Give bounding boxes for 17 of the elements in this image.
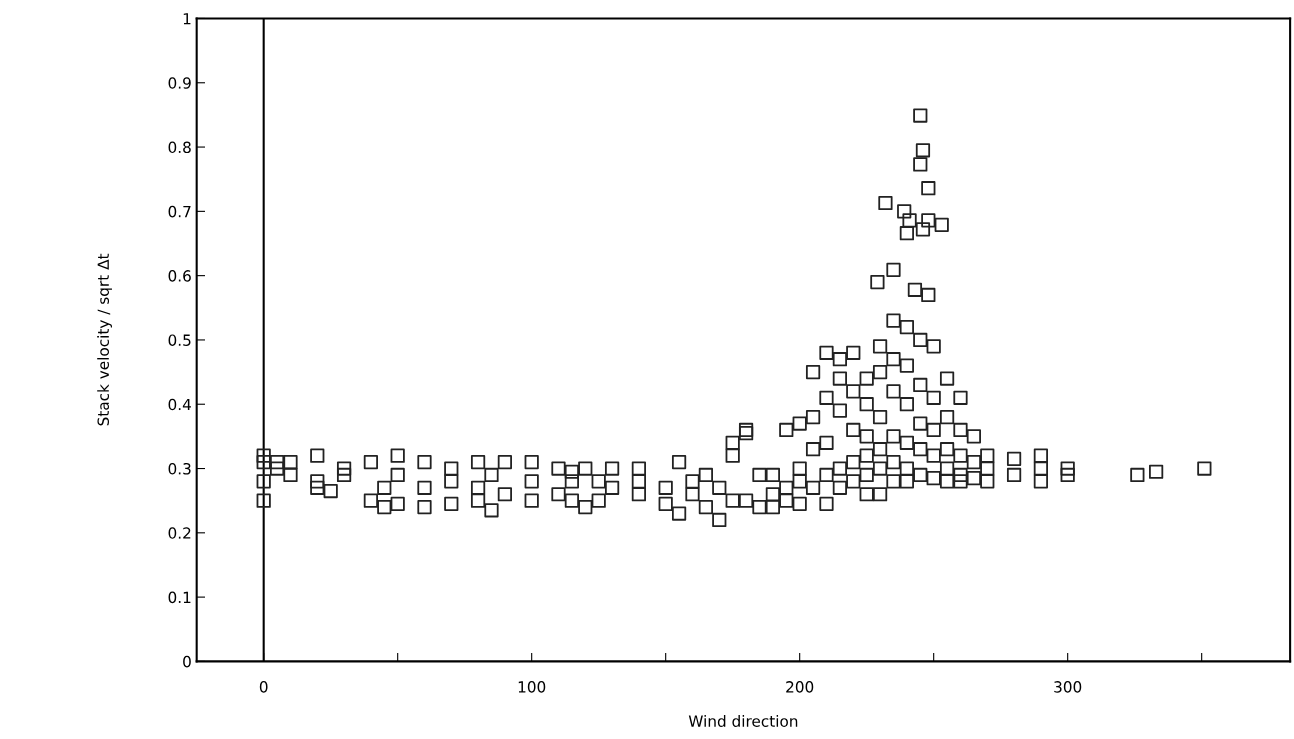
y-tick-label: 0.8 [168,141,191,154]
y-tick-label: 0.6 [168,270,191,282]
y-tick-label: 0.4 [168,398,191,411]
y-tick-label: 0.3 [168,462,191,475]
y-tick-label: 0 [183,655,191,668]
y-tick-label: 0.1 [168,591,191,604]
x-axis-title: Wind direction [688,715,798,727]
y-axis-title: Stack velocity / sqrt Δt [97,253,112,426]
x-tick-label: 100 [518,681,546,693]
x-tick-label: 300 [1054,681,1082,693]
y-tick-label: 0.9 [168,77,191,89]
y-tick-label: 0.5 [168,334,191,346]
y-tick-label: 0.2 [168,527,191,539]
x-tick-label: 200 [786,681,814,693]
x-tick-label: 0 [259,681,268,693]
y-tick-label: 0.7 [168,205,191,218]
y-tick-label: 1 [183,13,191,25]
